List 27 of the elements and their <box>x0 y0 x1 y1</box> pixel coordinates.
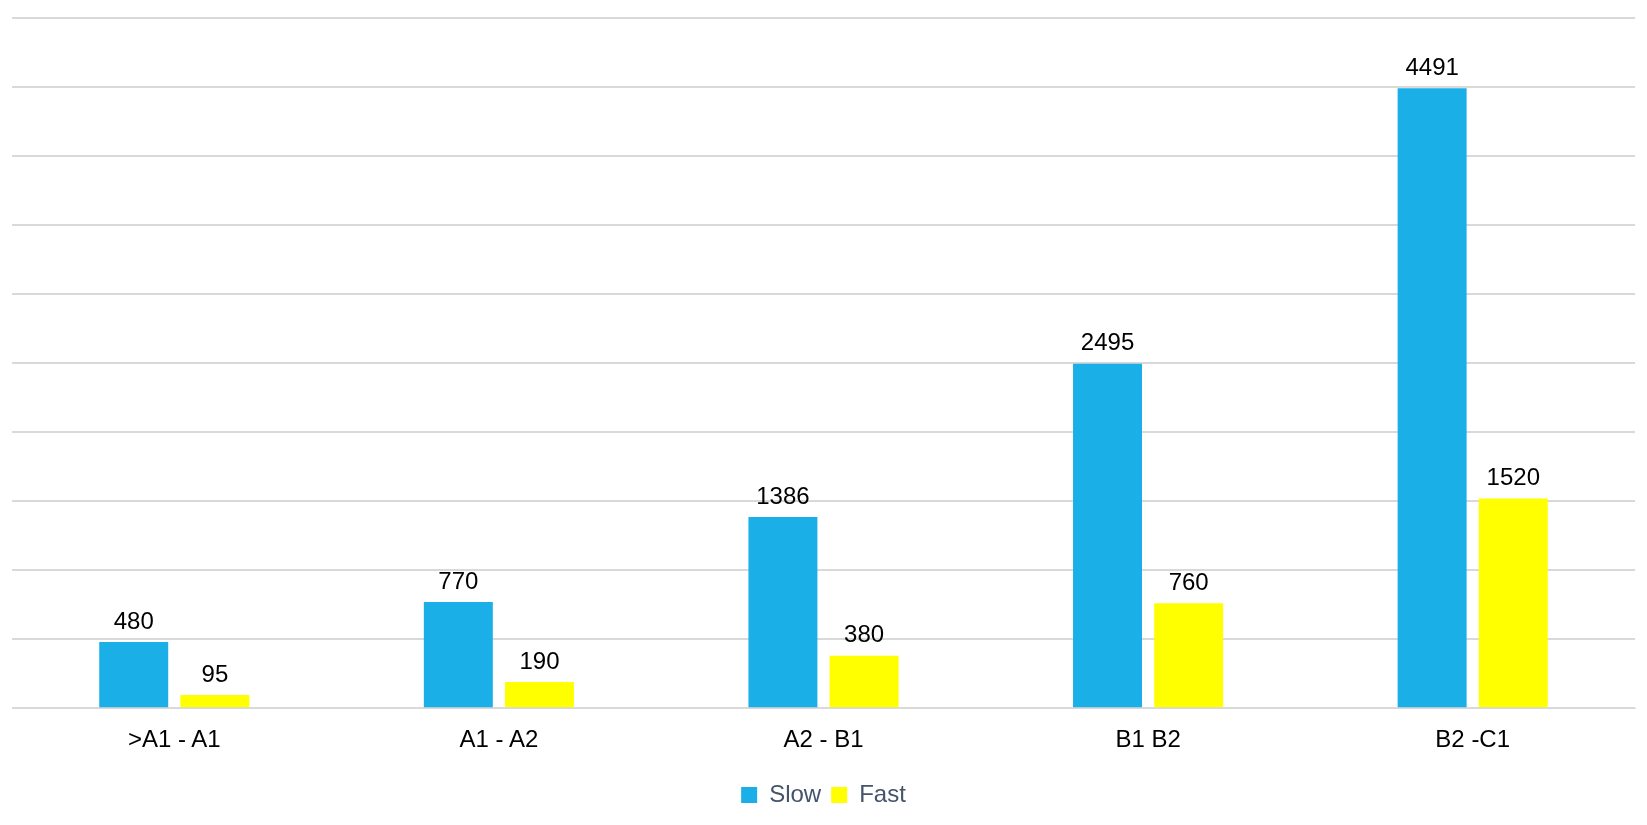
bar <box>829 655 899 708</box>
bar <box>1073 363 1143 708</box>
x-tick-label: A2 - B1 <box>783 725 864 753</box>
data-label: 760 <box>1168 567 1209 595</box>
data-label: 95 <box>201 659 229 687</box>
bar <box>1478 498 1548 708</box>
x-tick-label: A1 - A2 <box>459 725 539 753</box>
bar <box>1154 603 1224 708</box>
data-label: 770 <box>438 566 479 594</box>
data-label: 1520 <box>1486 463 1540 490</box>
data-label: 2495 <box>1080 328 1135 356</box>
data-label: 190 <box>519 646 560 674</box>
data-label: 480 <box>113 606 154 634</box>
bar <box>1397 88 1467 708</box>
legend-label: Fast <box>859 779 907 807</box>
legend-label: Slow <box>769 779 822 807</box>
x-tick-label: B1 B2 <box>1115 725 1181 753</box>
data-label: 4491 <box>1405 52 1459 80</box>
bar <box>504 681 574 708</box>
bar <box>748 516 818 708</box>
bar <box>423 601 493 708</box>
bar <box>99 641 169 708</box>
x-tick-label: >A1 - A1 <box>127 725 221 753</box>
data-label: 1386 <box>756 481 810 509</box>
bar <box>180 695 250 708</box>
data-label: 380 <box>844 620 885 648</box>
x-tick-label: B2 -C1 <box>1435 725 1511 753</box>
